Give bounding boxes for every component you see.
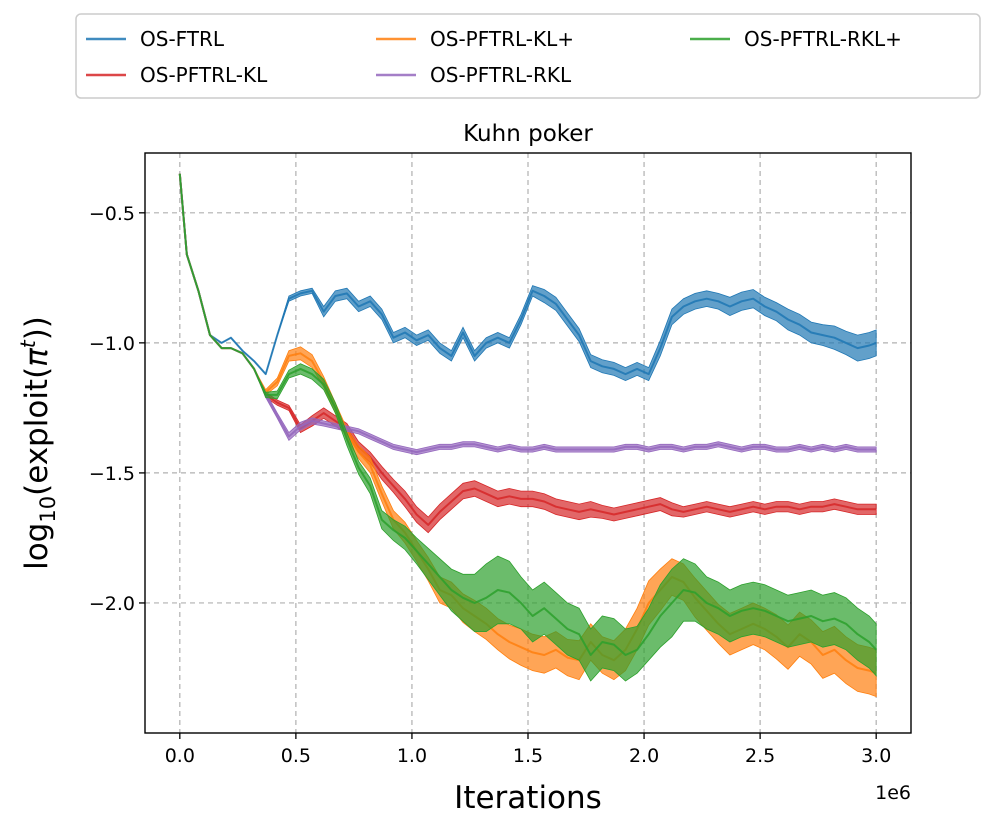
x-tick-label: 0.5 — [281, 745, 311, 767]
x-tick-label: 1.0 — [397, 745, 427, 767]
line-os-ftrl — [178, 173, 877, 376]
x-tick-label: 2.0 — [629, 745, 659, 767]
y-axis-title: log10(exploit(πt)) — [16, 316, 60, 570]
x-tick-label: 3.0 — [861, 745, 891, 767]
legend-label-os-pftrl-kl: OS-PFTRL-KL — [140, 63, 268, 87]
line-os-pftrl-kl — [178, 173, 877, 526]
line-os-pftrl-rkl — [178, 173, 877, 454]
x-axis-offset-label: 1e6 — [875, 782, 911, 804]
x-tick-label: 0.0 — [165, 745, 195, 767]
legend: OS-FTRL OS-PFTRL-KL OS-PFTRL-KL+ OS-PFTRL-R… — [75, 13, 981, 99]
legend-label-os-pftrl-rkl: OS-PFTRL-RKL+ — [744, 27, 902, 51]
legend-label-os-pftrl-kl: OS-PFTRL-KL+ — [430, 27, 574, 51]
legend-frame — [75, 13, 981, 99]
y-tick-label: −0.5 — [89, 203, 135, 225]
x-tick-label: 2.5 — [745, 745, 775, 767]
legend-label-os-pftrl-rkl: OS-PFTRL-RKL — [430, 63, 572, 87]
y-tick-label: −1.5 — [89, 463, 135, 485]
y-tick-label: −2.0 — [89, 593, 135, 615]
y-axis: −0.5 −1.0 −1.5 −2.0 — [89, 203, 145, 615]
y-tick-label: −1.0 — [89, 333, 135, 355]
line-os-pftrl-rkl — [178, 173, 877, 656]
x-axis: 0.0 0.5 1.0 1.5 2.0 2.5 3.0 — [165, 733, 891, 767]
chart-title: Kuhn poker — [463, 121, 593, 147]
legend-label-os-ftrl: OS-FTRL — [140, 27, 225, 51]
band-os-ftrl — [179, 173, 877, 382]
x-axis-title: Iterations — [454, 780, 602, 816]
x-tick-label: 1.5 — [513, 745, 543, 767]
plot-area — [144, 152, 912, 734]
